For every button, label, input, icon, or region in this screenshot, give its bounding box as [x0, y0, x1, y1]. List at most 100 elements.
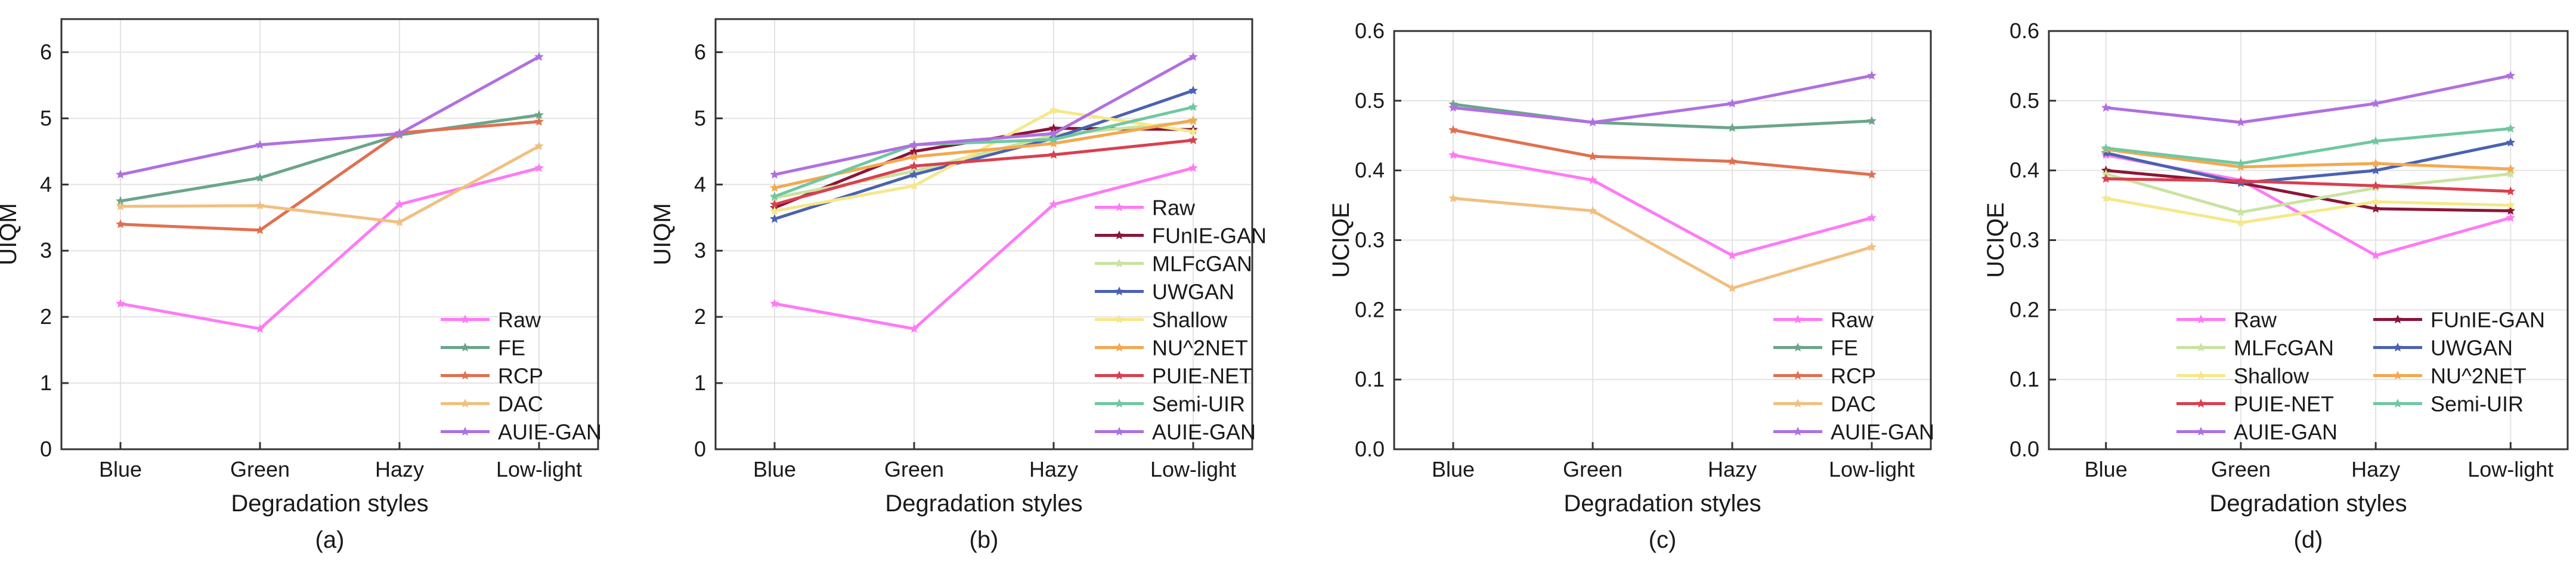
x-axis-label: Degradation styles	[2209, 490, 2407, 517]
data-point	[395, 199, 404, 209]
legend-marker	[2196, 314, 2206, 324]
data-point	[2236, 175, 2246, 185]
legend-label: FUnIE-GAN	[2431, 308, 2545, 332]
legend-marker	[1793, 314, 1803, 324]
y-tick-label: 0.6	[1355, 18, 1385, 43]
data-point	[116, 219, 125, 228]
series-line	[2106, 196, 2511, 224]
data-point	[1188, 102, 1198, 112]
data-point	[1727, 250, 1737, 260]
series-line	[120, 166, 540, 331]
series-line	[120, 55, 540, 177]
series-raw	[770, 163, 1198, 333]
legend-marker	[1793, 427, 1803, 436]
legend-item: MLFcGAN	[1095, 252, 1252, 276]
series-line	[120, 144, 540, 224]
legend-label: NU^2NET	[1152, 336, 1248, 360]
legend-marker	[1114, 427, 1124, 436]
series-line	[774, 106, 1194, 198]
data-point	[2371, 181, 2381, 190]
data-point	[2101, 174, 2111, 183]
data-point	[1049, 105, 1058, 115]
x-axis-label: Degradation styles	[1563, 490, 1761, 517]
legend-label: Shallow	[2234, 364, 2309, 388]
data-point	[2101, 193, 2111, 203]
legend: Raw FE RCP DAC AUIE-GAN	[1773, 308, 1934, 444]
data-point	[909, 181, 919, 190]
data-point	[770, 298, 779, 308]
x-tick-label: Blue	[1432, 457, 1475, 481]
data-point	[2236, 162, 2246, 171]
x-tick-label: Blue	[2085, 457, 2128, 481]
data-point	[255, 172, 265, 182]
data-point	[1188, 85, 1198, 95]
data-point	[770, 199, 779, 209]
legend-item: RCP	[441, 364, 543, 388]
legend-label: AUIE-GAN	[1831, 420, 1934, 444]
x-tick-label: Blue	[99, 457, 142, 481]
series-semi-uir	[2101, 123, 2516, 168]
data-point	[534, 163, 544, 172]
data-point	[1049, 138, 1058, 148]
data-point	[2371, 250, 2381, 260]
data-point	[1727, 283, 1737, 292]
series-line	[1453, 74, 1872, 124]
x-tick-label: Green	[230, 457, 290, 481]
series-fe	[116, 110, 544, 205]
y-tick-label: 4	[694, 172, 706, 196]
data-point	[770, 183, 779, 192]
legend-marker	[1114, 202, 1124, 212]
legend-marker	[460, 342, 470, 352]
x-tick-label: Green	[1563, 457, 1623, 481]
data-point	[1448, 150, 1458, 159]
legend-label: RCP	[498, 364, 543, 388]
data-point	[2506, 200, 2516, 209]
data-point	[1188, 115, 1198, 125]
y-tick-label: 0	[40, 437, 52, 461]
legend-item: Semi-UIR	[2373, 392, 2524, 416]
series-line	[1453, 103, 1872, 129]
series-auie-gan	[1448, 70, 1877, 126]
data-point	[2506, 123, 2516, 133]
data-point	[2506, 206, 2516, 215]
y-axis-label: UCIQE	[1983, 202, 2009, 278]
x-tick-label: Hazy	[2351, 457, 2400, 481]
plot-frame	[714, 18, 1253, 450]
legend-marker	[1793, 342, 1803, 352]
data-point	[2506, 137, 2516, 147]
y-tick-label: 0.1	[2010, 367, 2039, 391]
chart-caption: (b)	[970, 527, 999, 553]
y-tick-label: 2	[694, 304, 706, 329]
data-point	[2236, 117, 2246, 126]
legend-item: Raw	[2176, 308, 2277, 332]
legend-label: Shallow	[1152, 308, 1228, 332]
legend-marker	[460, 314, 470, 324]
series-uwgan	[2101, 137, 2516, 187]
data-point	[1188, 163, 1198, 172]
series-line	[2106, 169, 2511, 212]
data-point	[1867, 70, 1877, 80]
legend-marker	[1114, 399, 1124, 408]
data-point	[2506, 169, 2516, 178]
data-point	[770, 192, 779, 200]
series-mlfcgan	[2101, 169, 2516, 217]
legend-marker	[2393, 370, 2402, 380]
y-tick-label: 0.4	[1355, 158, 1385, 183]
series-line	[2106, 148, 2511, 171]
legend-marker	[1793, 370, 1803, 380]
data-point	[2371, 165, 2381, 175]
legend-marker	[2196, 427, 2206, 436]
data-point	[909, 140, 919, 149]
series-dac	[116, 141, 544, 227]
data-point	[1588, 152, 1597, 161]
series-line	[774, 138, 1194, 206]
series-raw	[116, 163, 544, 333]
data-point	[909, 169, 919, 179]
legend-marker	[1114, 258, 1124, 268]
series-line	[1453, 196, 1872, 290]
chart-d: 0.0 0.1 0.2 0.3 0.4 0.5 0.6 Blue Green Hazy Low-li…	[1983, 18, 2569, 553]
legend-label: AUIE-GAN	[2234, 420, 2337, 444]
series-nu-2net	[2101, 144, 2516, 174]
series-fe	[1448, 99, 1877, 132]
